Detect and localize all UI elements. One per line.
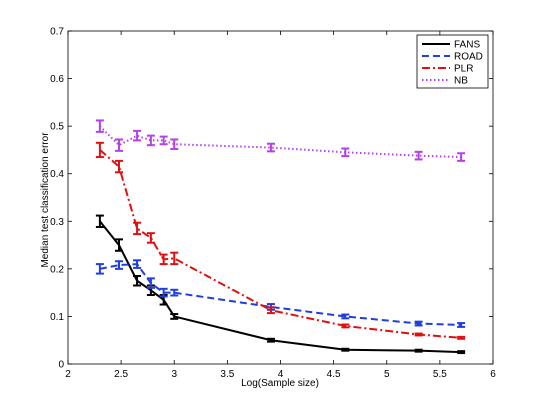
error-bar <box>457 152 466 162</box>
error-bar <box>95 214 104 228</box>
series-layer <box>95 119 466 355</box>
error-bar <box>341 347 350 352</box>
series-line-nb <box>99 125 462 159</box>
error-bar <box>95 119 104 133</box>
x-tick-label: 6 <box>490 369 496 380</box>
legend-label: PLR <box>454 64 473 75</box>
error-bar <box>457 322 466 328</box>
series-fans <box>95 214 466 355</box>
error-bar <box>414 320 423 327</box>
legend-label: FANS <box>454 40 480 51</box>
error-bar <box>115 138 123 152</box>
y-axis: 0 0.1 0.2 0.3 0.4 0.5 0.6 0.7 <box>50 27 493 371</box>
legend-item-road: ROAD <box>422 52 483 63</box>
x-tick-label: 2.5 <box>114 369 128 380</box>
error-bar <box>170 288 179 297</box>
x-tick-label: 3 <box>171 369 177 380</box>
y-tick-label: 0.3 <box>50 217 64 228</box>
series-line-plr <box>99 149 462 339</box>
error-bar <box>341 313 350 320</box>
error-bar <box>115 238 123 252</box>
x-tick-label: 5.5 <box>433 369 447 380</box>
error-bar <box>457 335 466 340</box>
error-bar <box>266 306 275 315</box>
error-bar <box>133 259 142 269</box>
error-bar <box>414 348 423 353</box>
x-tick-label: 2 <box>65 369 71 380</box>
error-bar <box>95 263 104 275</box>
y-axis-label: Median test classification error <box>40 132 51 268</box>
error-bar <box>115 260 123 270</box>
error-bar <box>414 150 423 161</box>
error-bar <box>457 350 466 355</box>
y-tick-label: 0.6 <box>50 74 64 85</box>
legend-item-nb: NB <box>422 76 468 87</box>
x-axis: 2 2.5 3 3.5 4 4.5 5 5.5 6 <box>65 31 496 380</box>
error-bar <box>414 332 423 337</box>
legend-item-fans: FANS <box>422 40 480 51</box>
y-tick-label: 0.1 <box>50 312 64 323</box>
error-bar <box>115 159 123 174</box>
error-bar <box>170 251 179 266</box>
error-bar <box>159 135 168 146</box>
x-tick-label: 3.5 <box>220 369 234 380</box>
error-bar <box>341 147 350 158</box>
legend-label: NB <box>454 76 468 87</box>
series-line-road <box>99 263 462 326</box>
x-tick-label: 4.5 <box>327 369 341 380</box>
series-nb <box>95 119 466 162</box>
x-axis-label: Log(Sample size) <box>241 378 319 389</box>
error-bar <box>95 141 104 159</box>
y-tick-label: 0.4 <box>50 169 64 180</box>
error-bar <box>266 142 275 153</box>
error-bar <box>159 287 168 298</box>
error-bar <box>146 134 155 147</box>
series-line-fans <box>99 220 462 354</box>
error-bar <box>133 274 142 287</box>
y-tick-label: 0.7 <box>50 27 64 38</box>
error-bar <box>146 232 155 244</box>
error-bar <box>266 337 275 343</box>
legend-label: ROAD <box>454 52 483 63</box>
series-plr <box>95 141 466 340</box>
error-bar <box>170 138 179 150</box>
error-bar <box>159 253 168 266</box>
y-tick-label: 0 <box>58 360 64 371</box>
error-bar <box>341 323 350 329</box>
error-bar <box>146 277 155 289</box>
y-tick-label: 0.5 <box>50 122 64 133</box>
x-tick-label: 4 <box>278 369 284 380</box>
y-tick-label: 0.2 <box>50 264 64 275</box>
legend-item-plr: PLR <box>422 64 473 75</box>
x-tick-label: 5 <box>384 369 390 380</box>
error-bar <box>133 129 142 142</box>
error-bar <box>133 221 142 236</box>
error-bar <box>170 313 179 320</box>
